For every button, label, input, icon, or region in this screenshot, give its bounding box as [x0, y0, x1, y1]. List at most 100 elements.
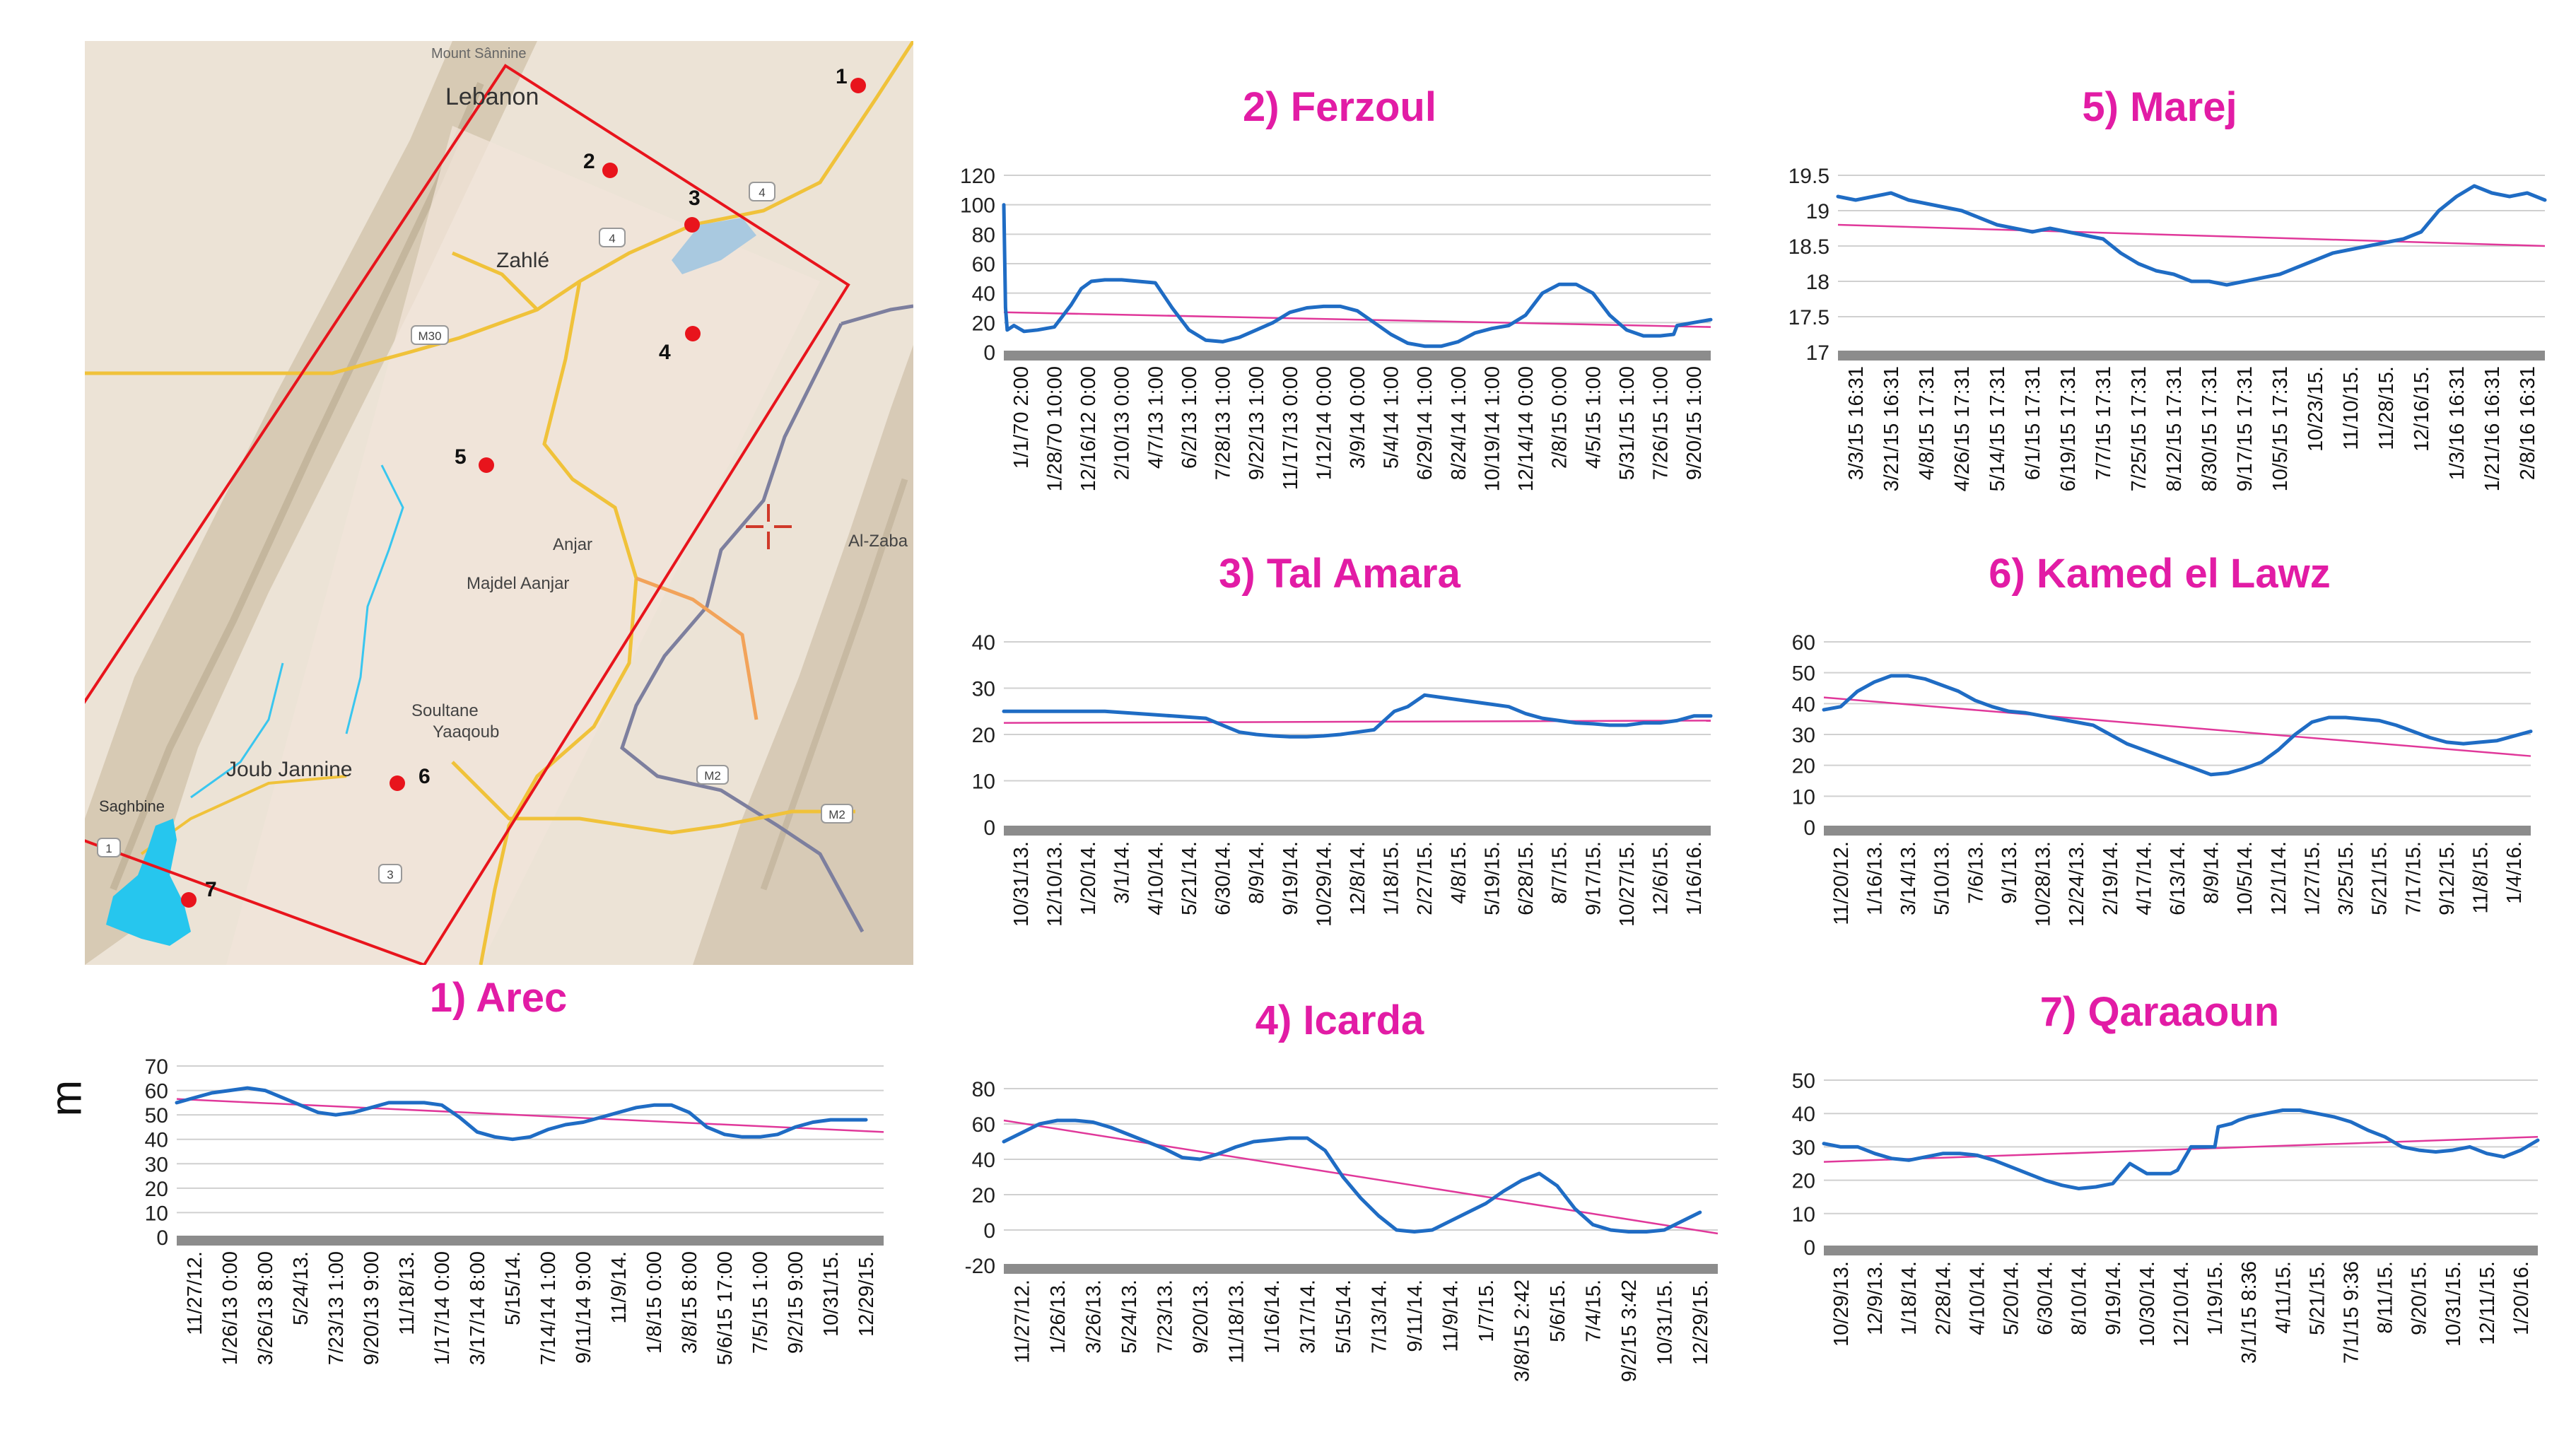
- x-tick-label: 12/10/13.: [1043, 841, 1066, 927]
- x-tick-label: 3/26/13 8:00: [254, 1251, 277, 1365]
- x-tick-label: 11/10/15.: [2340, 366, 2363, 450]
- y-tick-label: 20: [972, 724, 995, 747]
- road-shield: 1: [97, 838, 121, 857]
- station-marker-4[interactable]: 4: [659, 326, 701, 364]
- x-tick-label: 12/29/15.: [1690, 1279, 1712, 1365]
- label-soultane: Soultane: [411, 701, 479, 720]
- x-tick-label: 4/26/15 17:31: [1951, 366, 1974, 491]
- mountain-range-east: [693, 345, 913, 965]
- x-tick-label: 5/21/15.: [2306, 1261, 2329, 1335]
- svg-text:1: 1: [836, 65, 848, 88]
- x-tick-label: 3/17/14 8:00: [467, 1251, 489, 1365]
- x-tick-label: 8/10/14.: [2068, 1261, 2091, 1335]
- station-marker-5[interactable]: 5: [455, 445, 494, 473]
- x-tick-label: 3/21/15 16:31: [1880, 366, 1903, 491]
- x-tick-label: 1/12/14 0:00: [1313, 366, 1335, 480]
- label-zahle: Zahlé: [496, 249, 549, 272]
- station-marker-7[interactable]: 7: [181, 878, 217, 908]
- x-tick-label: 5/15/14.: [1333, 1279, 1355, 1354]
- chart-plot-area: -20 0 20 40 60 80 11/27/12. 1/26/13. 3/26/13. 5/2…: [965, 1078, 1719, 1382]
- x-tick-label: 1/18/15.: [1381, 841, 1403, 915]
- chart-title: 1) Arec: [429, 975, 568, 1021]
- series-line-level: [175, 1086, 868, 1142]
- x-tick-label: 5/4/14 1:00: [1381, 366, 1403, 469]
- x-tick-label: 9/20/15.: [2408, 1261, 2431, 1335]
- y-tick-label: 100: [960, 194, 995, 218]
- chart-title: 2) Ferzoul: [1243, 84, 1436, 130]
- chart-plot-area: 0 10 20 30 40 10/31/13. 12/10/13. 1/20/14. 3/1/1…: [972, 631, 1713, 927]
- y-tick-label: 19.5: [1788, 165, 1829, 188]
- x-tick-label: 1/16/16.: [1683, 841, 1706, 915]
- x-tick-label: 6/13/14.: [2167, 841, 2189, 915]
- x-tick-label: 5/24/13.: [1118, 1279, 1141, 1354]
- label-yaaqoub: Yaaqoub: [433, 722, 499, 742]
- y-tick-label: 17.5: [1788, 306, 1829, 329]
- station-marker-2[interactable]: 2: [583, 150, 618, 178]
- chart-title: 3) Tal Amara: [1219, 551, 1460, 597]
- y-tick-label: 30: [1792, 724, 1815, 747]
- y-tick-label: 18.5: [1788, 235, 1829, 259]
- y-tick-label: 0: [1803, 816, 1815, 840]
- series-line-level: [1002, 203, 1713, 348]
- x-tick-label: 10/19/14 1:00: [1481, 366, 1504, 491]
- y-tick-label: 0: [156, 1226, 168, 1250]
- series-line-level: [1822, 1108, 2540, 1190]
- y-tick-label: 40: [972, 1149, 995, 1172]
- y-tick-label: 120: [960, 165, 995, 188]
- road-m2: [451, 761, 855, 835]
- border-line-north: [841, 304, 913, 326]
- chart-tal-amara: 3) Tal Amara 0 10 20 30 40 10/31/13. 12/10/13.…: [926, 550, 1753, 1024]
- svg-text:4: 4: [659, 341, 671, 364]
- x-tick-label: 8/7/15.: [1549, 841, 1571, 904]
- x-tick-label: 8/9/14.: [1246, 841, 1268, 904]
- x-tick-label: 5/14/15 17:31: [1986, 366, 2009, 491]
- x-tick-label: 8/30/15 17:31: [2199, 366, 2221, 491]
- x-tick-label: 7/14/14 1:00: [537, 1251, 560, 1365]
- x-tick-label: 3/26/13.: [1082, 1279, 1105, 1354]
- label-anjar: Anjar: [553, 535, 592, 554]
- x-tick-label: 4/5/15 1:00: [1582, 366, 1605, 469]
- x-tick-label: 4/7/13 1:00: [1144, 366, 1167, 469]
- chart-ferzoul: 2) Ferzoul 0 20 40 60 80 100 120 1/1/70 2:00 1/2…: [926, 83, 1753, 564]
- label-mount-sannine: Mount Sânnine: [431, 46, 527, 62]
- chart-arec: 1) Arec 0 10 20 30 40 50 60 70 11/27/12. 1/26/13 …: [92, 974, 905, 1435]
- road-shield: 3: [378, 864, 402, 884]
- station-marker-3[interactable]: 3: [684, 187, 701, 233]
- y-tick-label: 17: [1806, 341, 1829, 365]
- x-tick-label: 12/16/15.: [2411, 366, 2433, 452]
- svg-text:2: 2: [583, 150, 595, 173]
- svg-text:1: 1: [105, 842, 112, 855]
- x-tick-label: 6/2/13 1:00: [1178, 366, 1201, 469]
- station-marker-6[interactable]: 6: [390, 765, 431, 791]
- y-tick-label: 60: [1792, 631, 1815, 655]
- x-tick-label: 11/27/12.: [1011, 1279, 1034, 1364]
- label-majdel-aanjar: Majdel Aanjar: [467, 574, 569, 593]
- chart-kamed: 6) Kamed el Lawz 0 10 20 30 40 50 60 11/20/12. 1…: [1746, 550, 2573, 1024]
- x-tick-label: 5/15/14.: [502, 1251, 525, 1325]
- x-tick-label: 5/20/14.: [2001, 1261, 2023, 1335]
- x-tick-label: 8/9/14.: [2201, 841, 2223, 904]
- x-tick-label: 10/23/15.: [2305, 366, 2327, 452]
- road-shield: M2: [821, 804, 853, 824]
- x-tick-label: 1/8/15 0:00: [643, 1251, 666, 1354]
- x-tick-label: 9/19/14.: [1280, 841, 1302, 915]
- x-tick-label: 12/10/14.: [2170, 1261, 2193, 1347]
- x-tick-label: 1/16/14.: [1261, 1279, 1284, 1354]
- x-tick-label: 3/25/15.: [2335, 841, 2358, 915]
- x-tick-label: 1/1/70 2:00: [1010, 366, 1033, 469]
- river-litani: [345, 464, 404, 734]
- bekaa-valley-plain: [226, 126, 820, 965]
- road-zahle: [452, 251, 539, 311]
- x-tick-label: 1/18/14.: [1898, 1261, 1921, 1335]
- chart-title: 6) Kamed el Lawz: [1989, 551, 2331, 597]
- x-tick-label: 6/19/15 17:31: [2057, 366, 2080, 491]
- station-marker-1[interactable]: 1: [836, 65, 866, 93]
- x-tick-label: 11/9/14.: [1439, 1279, 1462, 1352]
- x-tick-label: 9/11/14.: [1404, 1279, 1427, 1352]
- y-tick-label: 80: [972, 223, 995, 247]
- x-tick-label: 6/1/15 17:31: [2022, 366, 2044, 480]
- x-tick-label: 11/9/14.: [608, 1251, 631, 1324]
- y-tick-label: 10: [972, 771, 995, 794]
- x-tick-label: 7/26/15 1:00: [1650, 366, 1673, 480]
- x-axis-band: [1004, 1264, 1718, 1274]
